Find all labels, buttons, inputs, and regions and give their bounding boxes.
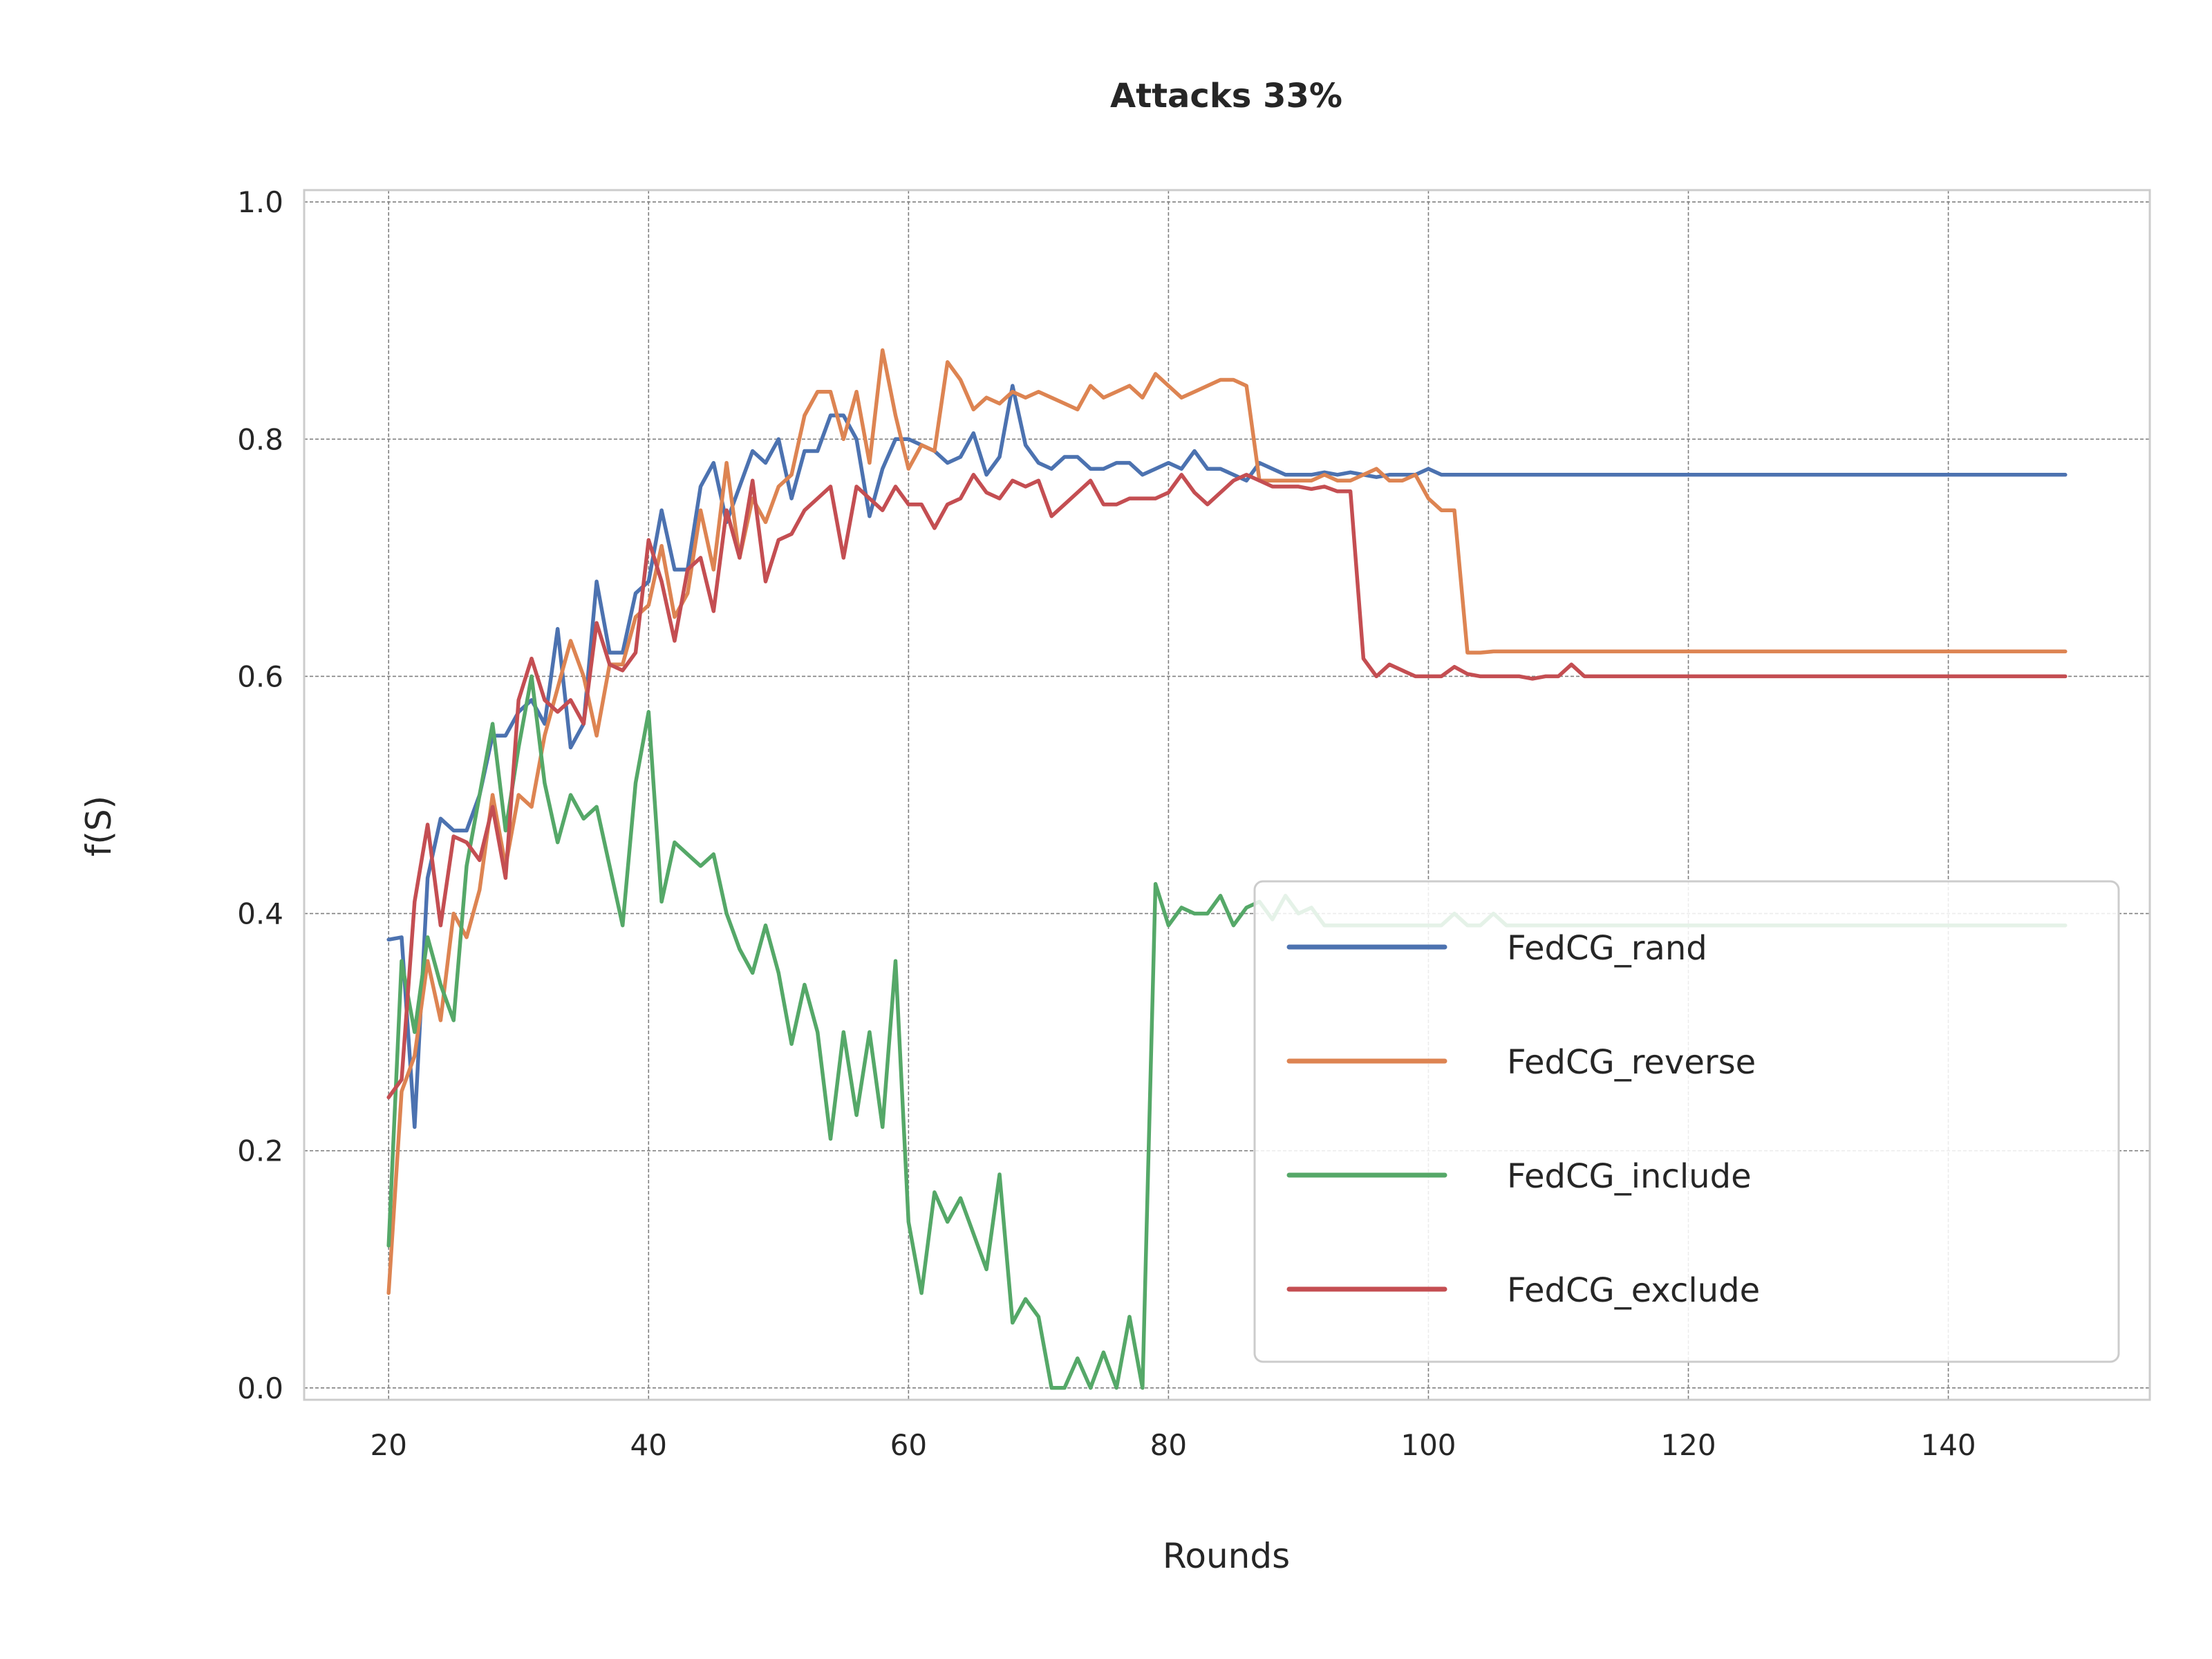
- x-axis-ticks: 20 40 60 80 100 120 140: [370, 1428, 1976, 1462]
- x-tick-label: 40: [630, 1428, 667, 1462]
- y-tick-label: 0.2: [237, 1134, 283, 1168]
- chart-title: Attacks 33%: [1110, 77, 1342, 115]
- legend-label: FedCG_rand: [1507, 929, 1707, 968]
- y-tick-label: 0.0: [237, 1371, 283, 1405]
- y-tick-label: 0.6: [237, 659, 283, 693]
- y-tick-label: 1.0: [237, 185, 283, 219]
- x-tick-label: 20: [370, 1428, 406, 1462]
- series-line-fedcg-exclude: [386, 473, 2068, 1100]
- x-tick-label: 100: [1400, 1428, 1456, 1462]
- x-axis-label: Rounds: [1163, 1536, 1290, 1576]
- legend-label: FedCG_exclude: [1507, 1271, 1760, 1310]
- y-axis-ticks: 0.0 0.2 0.4 0.6 0.8 1.0: [237, 185, 283, 1405]
- x-tick-label: 120: [1660, 1428, 1716, 1462]
- x-tick-label: 140: [1920, 1428, 1976, 1462]
- x-tick-label: 60: [890, 1428, 927, 1462]
- x-tick-label: 80: [1150, 1428, 1187, 1462]
- y-tick-label: 0.4: [237, 897, 283, 931]
- legend-box: [1253, 880, 2120, 1363]
- series-line-fedcg-reverse: [386, 348, 2068, 1295]
- y-tick-label: 0.8: [237, 422, 283, 456]
- plot-area-frame: [303, 189, 2151, 1401]
- y-axis-label: f(S): [79, 796, 119, 856]
- series-line-fedcg-rand: [386, 384, 2068, 1130]
- legend: FedCG_rand FedCG_reverse FedCG_include FedC…: [1253, 880, 2120, 1363]
- legend-label: FedCG_reverse: [1507, 1043, 1756, 1082]
- legend-label: FedCG_include: [1507, 1157, 1752, 1196]
